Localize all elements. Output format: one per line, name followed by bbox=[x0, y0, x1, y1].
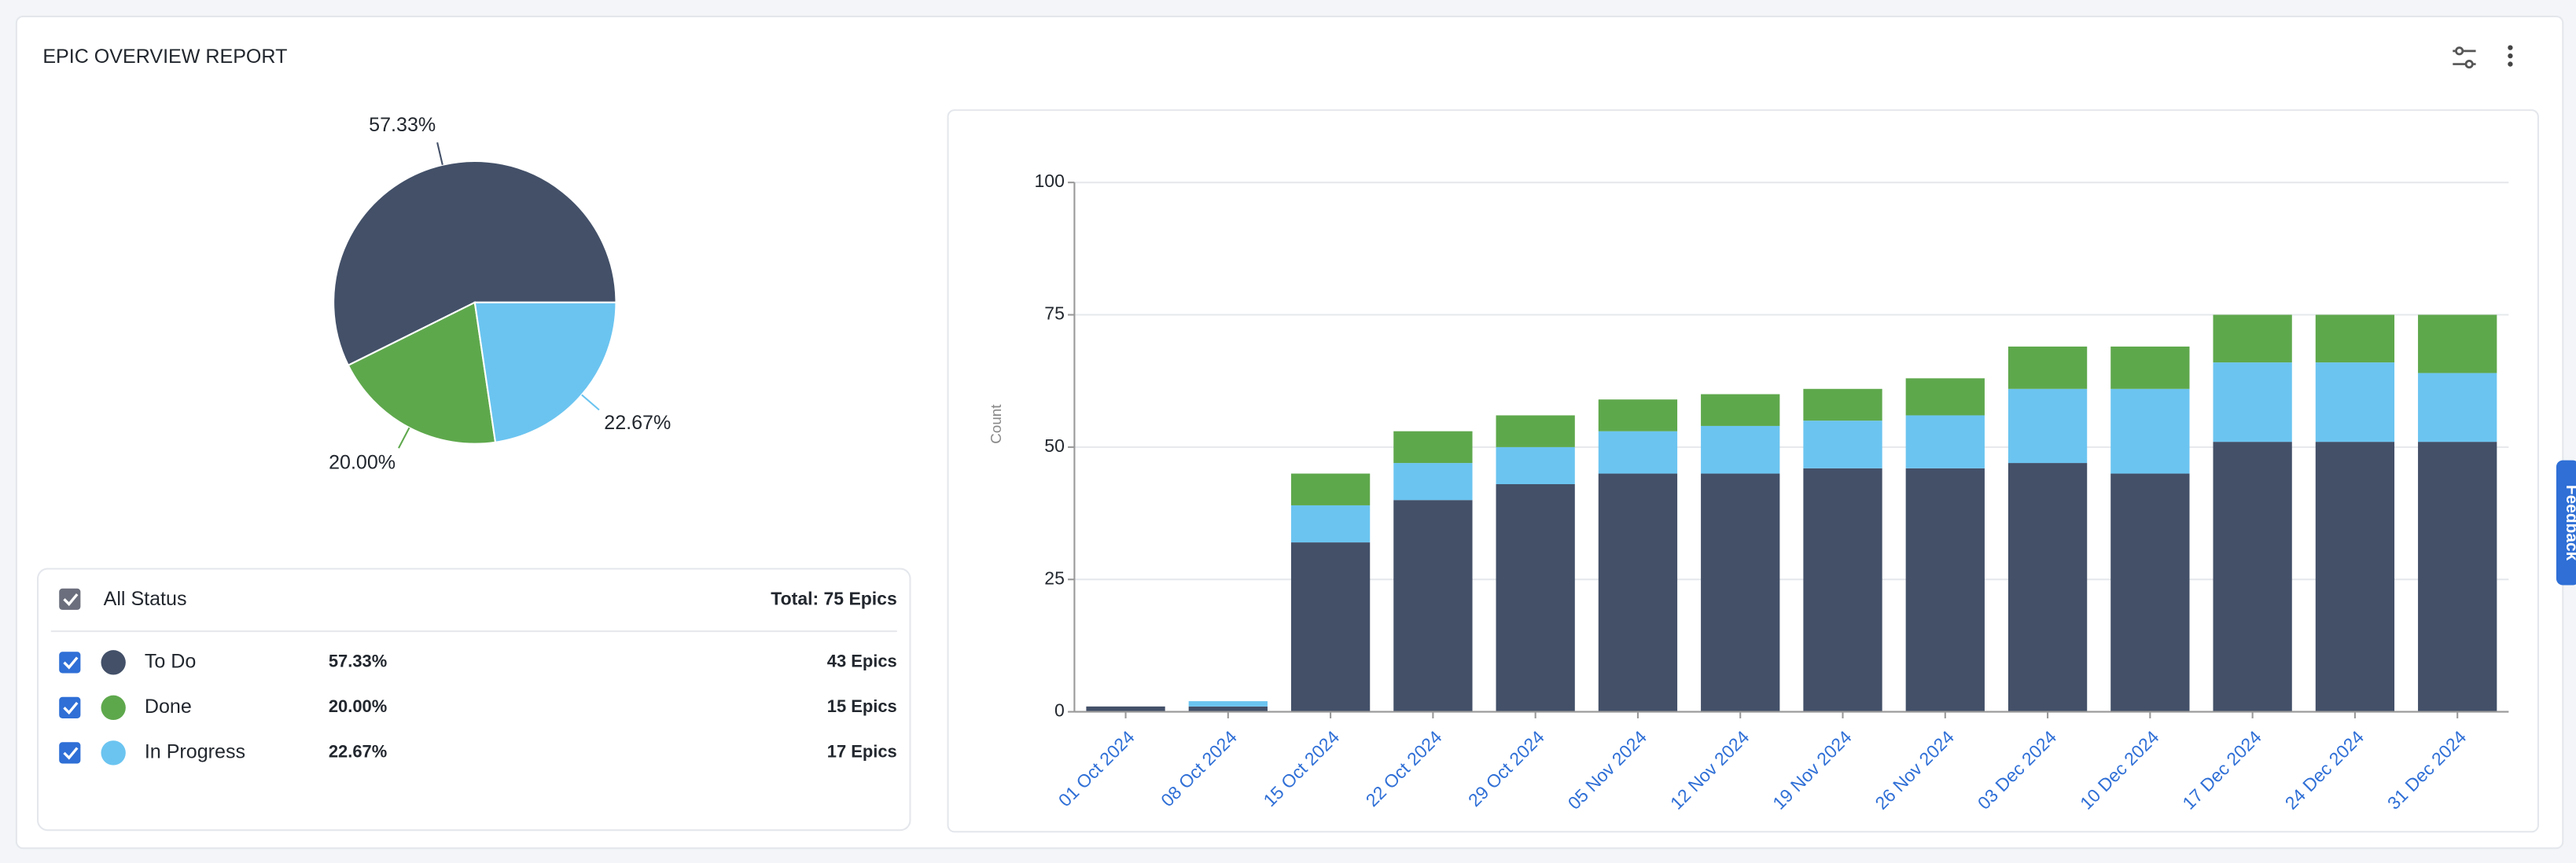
bar-segment bbox=[1290, 505, 1371, 543]
legend-total: Total: 75 Epics bbox=[771, 588, 896, 608]
bar-segment bbox=[2007, 346, 2088, 389]
bar-segment bbox=[1905, 378, 1985, 416]
bar-segment bbox=[1701, 425, 1780, 474]
bar-segment bbox=[2213, 362, 2292, 443]
slice-label: 57.33% bbox=[369, 114, 436, 136]
feedback-tab[interactable] bbox=[2556, 460, 2576, 586]
legend-swatch bbox=[101, 650, 126, 675]
y-tick-label: 50 bbox=[1044, 435, 1065, 456]
bar-segment bbox=[1393, 463, 1473, 501]
leader-line bbox=[398, 427, 410, 449]
bar-segment bbox=[1496, 415, 1575, 447]
bar-segment bbox=[1598, 399, 1678, 432]
widget-title: EPIC OVERVIEW REPORT bbox=[42, 46, 287, 68]
bar-segment bbox=[1290, 473, 1371, 505]
filter-icon[interactable] bbox=[2453, 46, 2476, 69]
check bbox=[63, 702, 79, 715]
y-tick-label: 75 bbox=[1044, 303, 1065, 324]
checkbox[interactable] bbox=[59, 696, 81, 718]
legend-name: To Do bbox=[145, 650, 196, 672]
bar-segment bbox=[2007, 388, 2088, 464]
legend-count: 43 Epics bbox=[827, 652, 897, 671]
more-menu[interactable] bbox=[2508, 45, 2513, 67]
bar-segment bbox=[1803, 468, 1882, 712]
checkbox[interactable] bbox=[59, 652, 81, 674]
bar-segment bbox=[2315, 442, 2395, 712]
bar-segment bbox=[2110, 473, 2190, 712]
y-axis-label: Count bbox=[988, 404, 1004, 444]
legend-all-label: All Status bbox=[104, 588, 187, 610]
legend-count: 15 Epics bbox=[827, 696, 897, 716]
bar-segment bbox=[1803, 388, 1882, 421]
bar-segment bbox=[2315, 314, 2395, 363]
bar-segment bbox=[1701, 394, 1780, 426]
bar-segment bbox=[1086, 706, 1165, 712]
check bbox=[63, 656, 79, 670]
leader-line bbox=[436, 141, 443, 165]
legend-percent: 57.33% bbox=[329, 652, 387, 671]
bar-segment bbox=[1188, 706, 1268, 712]
bar-segment bbox=[1905, 468, 1985, 712]
bar-segment bbox=[1188, 701, 1268, 707]
bar-segment bbox=[2418, 442, 2497, 712]
legend-swatch bbox=[101, 740, 126, 766]
checkbox[interactable] bbox=[59, 742, 81, 764]
legend-percent: 22.67% bbox=[329, 742, 387, 762]
slice-label: 20.00% bbox=[329, 452, 396, 474]
bar-segment bbox=[1393, 431, 1473, 464]
check bbox=[63, 747, 79, 760]
slice-label: 22.67% bbox=[604, 412, 671, 434]
bar-segment bbox=[2213, 442, 2292, 712]
bar-segment bbox=[2418, 314, 2497, 373]
feedback-label[interactable]: Feedback bbox=[2563, 485, 2576, 561]
bar-segment bbox=[2315, 362, 2395, 443]
legend-name: In Progress bbox=[145, 740, 245, 762]
bar-segment bbox=[1496, 446, 1575, 485]
legend-count: 17 Epics bbox=[827, 742, 897, 762]
pie-slice bbox=[473, 301, 617, 443]
y-tick-label: 0 bbox=[1054, 700, 1065, 721]
legend-percent: 20.00% bbox=[329, 696, 387, 716]
leader-line bbox=[581, 394, 600, 411]
bar-segment bbox=[1803, 420, 1882, 468]
legend-swatch bbox=[101, 695, 126, 721]
bar-segment bbox=[1496, 484, 1575, 712]
legend-name: Done bbox=[145, 696, 192, 718]
bar-segment bbox=[1905, 415, 1985, 468]
bar-segment bbox=[1598, 431, 1678, 474]
bar-segment bbox=[2418, 373, 2497, 443]
bar-segment bbox=[1290, 542, 1371, 712]
bar-segment bbox=[2110, 346, 2190, 389]
checkbox[interactable] bbox=[59, 588, 81, 610]
bar-segment bbox=[2007, 463, 2088, 712]
bar-segment bbox=[1701, 473, 1780, 712]
legend-box bbox=[37, 567, 911, 832]
pie-slice bbox=[347, 301, 497, 445]
bar-segment bbox=[2110, 388, 2190, 474]
bar-segment bbox=[2213, 314, 2292, 363]
y-tick-label: 100 bbox=[1035, 171, 1065, 191]
bar-segment bbox=[1598, 473, 1678, 712]
y-tick-label: 25 bbox=[1044, 567, 1065, 588]
bar-segment bbox=[1393, 500, 1473, 712]
